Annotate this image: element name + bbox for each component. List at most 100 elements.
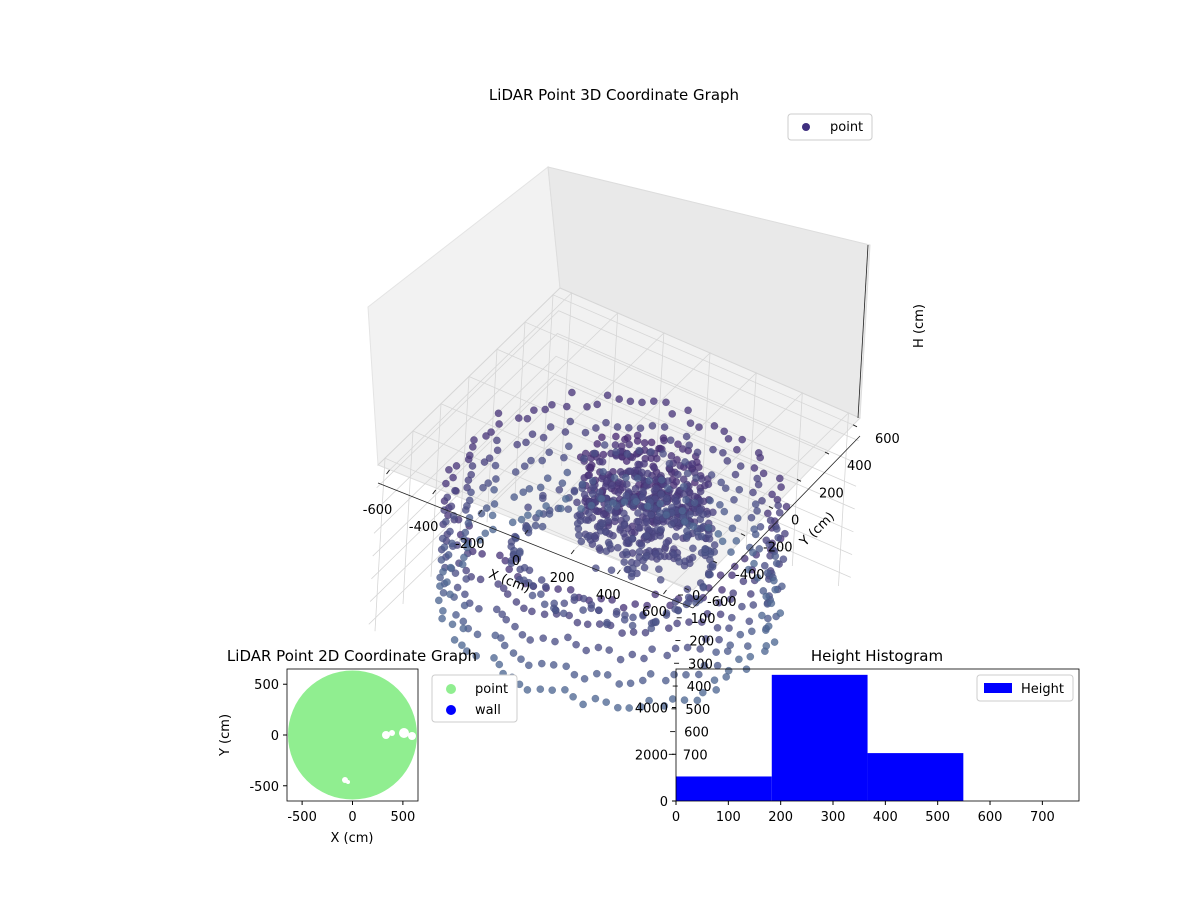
point-3d [723,457,732,465]
point-3d [674,606,683,614]
point-3d [694,670,703,679]
point-3d [771,552,780,560]
point-3d [511,622,519,631]
point-3d [667,520,676,529]
point-3d [642,531,651,540]
point-3d [655,565,663,574]
point-3d [603,671,612,679]
point-3d [541,582,550,591]
point-3d [746,652,755,661]
point-3d [740,554,749,563]
point-3d [528,607,536,616]
point-3d [600,441,609,449]
point-3d [701,545,709,553]
point-3d [696,487,705,496]
point-3d [490,654,498,662]
point-3d [774,533,783,542]
point-3d [739,577,748,586]
point-3d [682,432,691,441]
point-3d [685,441,694,450]
point-3d [680,517,689,526]
point-3d [762,642,771,650]
point-3d [652,484,660,493]
point-3d [561,428,570,436]
point-3d [639,610,647,619]
point-3d [603,618,611,627]
point-3d [764,622,773,631]
point-3d [449,473,457,482]
point-3d [625,704,634,712]
chart-2d: LiDAR Point 2D Coordinate Graph -500 0 500… [218,647,518,846]
point-3d [573,519,582,528]
y-tick-0 [684,587,690,591]
point-3d [659,449,667,458]
point-3d [438,614,446,623]
point-3d [542,502,550,510]
point-3d [661,676,670,685]
point-3d [465,451,474,460]
point-3d [730,495,738,504]
point-3d [718,537,727,546]
chart-3d-title: LiDAR Point 3D Coordinate Graph [489,86,739,104]
point-3d [587,501,596,510]
point-3d [620,498,629,506]
point-3d [550,599,559,608]
point-3d [767,599,776,608]
point-3d [535,509,544,518]
point-3d [681,458,689,466]
point-3d [555,485,564,494]
point-3d [468,462,477,470]
point-3d [678,506,687,515]
point-3d [766,516,775,525]
point-3d [735,485,744,494]
point-3d [519,488,528,497]
point-3d [707,471,716,479]
point-3d [678,445,687,453]
point-3d [564,442,573,451]
point-3d [642,517,651,526]
point-3d [633,474,642,483]
point-3d [712,686,721,694]
point-3d [664,477,672,485]
point-3d [436,582,444,590]
y-tick-label-2d-0: -500 [249,780,279,795]
y-axis-label-2d: Y (cm) [218,714,233,757]
z-tick-label-0: 0 [692,589,700,604]
point-3d [452,611,460,619]
histogram-bar-2 [867,753,964,801]
point-3d [597,494,606,503]
point-3d [577,504,585,513]
point-3d [462,575,471,583]
x-tick-1 [432,489,437,495]
point-3d [543,474,552,483]
point-3d [537,590,545,599]
point-3d [620,521,629,529]
point-3d [728,524,737,533]
legend-3d-label-point: point [830,120,863,135]
point-3d [727,548,735,556]
point-3d [596,546,604,554]
point-3d [770,576,778,585]
point-3d [625,440,634,449]
point-3d [647,511,656,519]
point-3d [589,483,597,492]
point-3d [458,641,466,650]
point-3d [615,680,624,688]
point-3d [579,700,587,709]
point-3d [631,484,640,493]
point-3d [512,598,521,606]
point-3d [510,493,519,501]
point-3d [524,503,532,512]
point-3d [662,538,671,547]
x-tick-0 [386,469,390,475]
point-3d [672,477,681,486]
point-3d [642,551,651,560]
grid-line-z-2 [375,333,858,511]
x-tick-label-4: 200 [550,571,575,586]
point-3d [592,424,600,432]
point-3d [684,593,693,602]
z-tick-label-3: 300 [688,657,713,672]
point-3d [500,641,509,650]
x-tick-6 [663,589,667,595]
point-3d [593,440,602,448]
